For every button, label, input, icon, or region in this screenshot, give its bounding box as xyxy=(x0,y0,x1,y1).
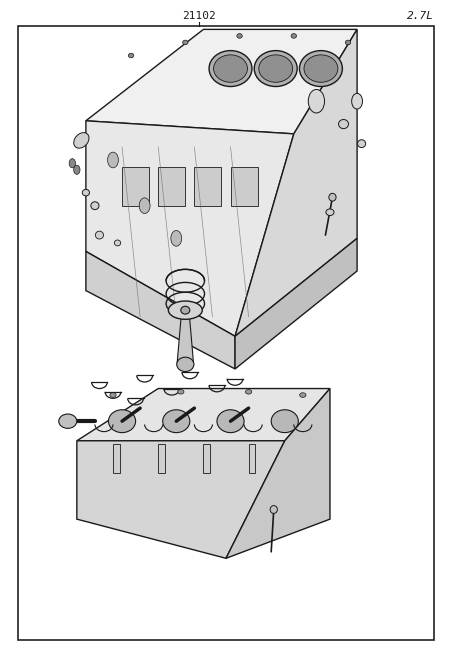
Polygon shape xyxy=(226,389,329,558)
Ellipse shape xyxy=(74,133,89,148)
Text: 21102: 21102 xyxy=(182,11,215,22)
Polygon shape xyxy=(77,441,284,558)
Ellipse shape xyxy=(357,140,365,148)
Text: 2.7L: 2.7L xyxy=(406,11,433,22)
Ellipse shape xyxy=(168,301,202,319)
Bar xyxy=(194,167,221,206)
Ellipse shape xyxy=(216,410,244,432)
Ellipse shape xyxy=(325,209,333,215)
Polygon shape xyxy=(235,29,356,336)
Ellipse shape xyxy=(176,357,193,372)
Circle shape xyxy=(74,165,80,174)
Ellipse shape xyxy=(299,392,305,397)
Ellipse shape xyxy=(345,40,350,44)
Bar xyxy=(230,167,257,206)
Ellipse shape xyxy=(95,231,103,239)
Ellipse shape xyxy=(91,202,99,210)
Ellipse shape xyxy=(208,50,252,86)
Ellipse shape xyxy=(162,410,189,432)
Ellipse shape xyxy=(128,54,133,57)
Ellipse shape xyxy=(304,55,337,82)
Bar xyxy=(158,444,165,473)
Ellipse shape xyxy=(213,55,247,82)
Bar xyxy=(248,444,255,473)
Ellipse shape xyxy=(271,410,298,432)
Polygon shape xyxy=(77,389,329,441)
Polygon shape xyxy=(86,251,235,369)
Ellipse shape xyxy=(236,34,242,38)
Ellipse shape xyxy=(270,505,277,513)
Ellipse shape xyxy=(290,34,296,38)
Bar xyxy=(122,167,149,206)
Ellipse shape xyxy=(114,240,120,246)
Circle shape xyxy=(107,152,118,168)
Circle shape xyxy=(139,198,150,214)
Ellipse shape xyxy=(182,40,188,44)
Bar xyxy=(158,167,185,206)
Circle shape xyxy=(69,159,75,168)
Ellipse shape xyxy=(253,50,297,86)
Circle shape xyxy=(308,89,324,113)
Ellipse shape xyxy=(177,389,184,394)
Ellipse shape xyxy=(110,392,116,397)
Bar xyxy=(113,444,120,473)
Polygon shape xyxy=(86,121,293,336)
Ellipse shape xyxy=(338,119,348,129)
Ellipse shape xyxy=(108,410,135,432)
Bar xyxy=(203,444,210,473)
Ellipse shape xyxy=(245,389,251,394)
Polygon shape xyxy=(235,238,356,369)
Ellipse shape xyxy=(82,189,89,196)
Circle shape xyxy=(351,93,362,109)
Ellipse shape xyxy=(180,306,189,314)
Ellipse shape xyxy=(328,193,336,201)
Ellipse shape xyxy=(59,414,77,428)
Polygon shape xyxy=(177,310,193,362)
Circle shape xyxy=(170,231,181,246)
Polygon shape xyxy=(86,29,356,134)
Ellipse shape xyxy=(299,50,342,86)
Ellipse shape xyxy=(258,55,292,82)
